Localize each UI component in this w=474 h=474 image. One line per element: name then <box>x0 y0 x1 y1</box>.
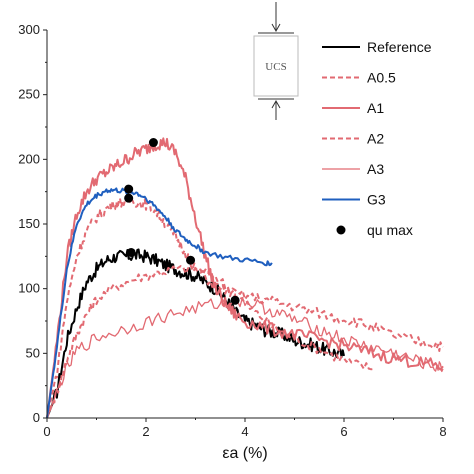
qu-max-point <box>230 295 240 305</box>
qu-max-point <box>148 138 158 148</box>
qu-max-markers <box>124 138 240 305</box>
ucs-label: UCS <box>265 61 286 73</box>
legend: Reference A0.5 A1 A2 A3 G3 qu max <box>322 39 432 238</box>
series-line-reference <box>46 248 345 419</box>
specimen <box>253 35 299 97</box>
legend-label-reference: Reference <box>367 39 432 55</box>
legend-label-a2: A2 <box>367 131 384 147</box>
x-tick-label: 0 <box>43 424 50 439</box>
legend-label-g3: G3 <box>367 192 386 208</box>
legend-label-a0-5: A0.5 <box>367 70 396 86</box>
legend-marker-qu-max <box>336 225 346 235</box>
series-line-a0-5 <box>46 263 374 419</box>
x-axis-title: εa (%) <box>222 445 267 462</box>
qu-max-point <box>126 247 136 257</box>
ucs-inset: UCS <box>253 2 299 120</box>
legend-label-a1: A1 <box>367 100 384 116</box>
y-tick-label: 100 <box>18 281 40 296</box>
series-line-a1 <box>46 137 444 419</box>
x-tick-label: 2 <box>142 424 149 439</box>
series-line-a3 <box>46 293 444 419</box>
series-line-a2 <box>46 194 444 419</box>
y-tick-label: 150 <box>18 216 40 231</box>
qu-max-point <box>186 255 196 265</box>
legend-label-qu-max: qu max <box>367 222 413 238</box>
x-tick-label: 6 <box>340 424 347 439</box>
x-tick-label: 8 <box>439 424 446 439</box>
axes: 0 50 100 150 200 250 300 0 2 4 6 8 εa (%) <box>18 22 446 462</box>
y-tick-label: 50 <box>26 345 40 360</box>
series-layer <box>46 137 444 419</box>
qu-max-point <box>124 193 134 203</box>
legend-label-a3: A3 <box>367 161 384 177</box>
series-line-g3 <box>46 187 273 419</box>
y-tick-label: 0 <box>33 410 40 425</box>
arrow-head-bottom-icon <box>271 99 281 109</box>
x-tick-label: 4 <box>241 424 248 439</box>
y-tick-label: 200 <box>18 151 40 166</box>
y-tick-label: 250 <box>18 87 40 102</box>
qu-max-point <box>124 184 134 194</box>
y-tick-label: 300 <box>18 22 40 37</box>
arrow-head-top-icon <box>271 23 281 33</box>
